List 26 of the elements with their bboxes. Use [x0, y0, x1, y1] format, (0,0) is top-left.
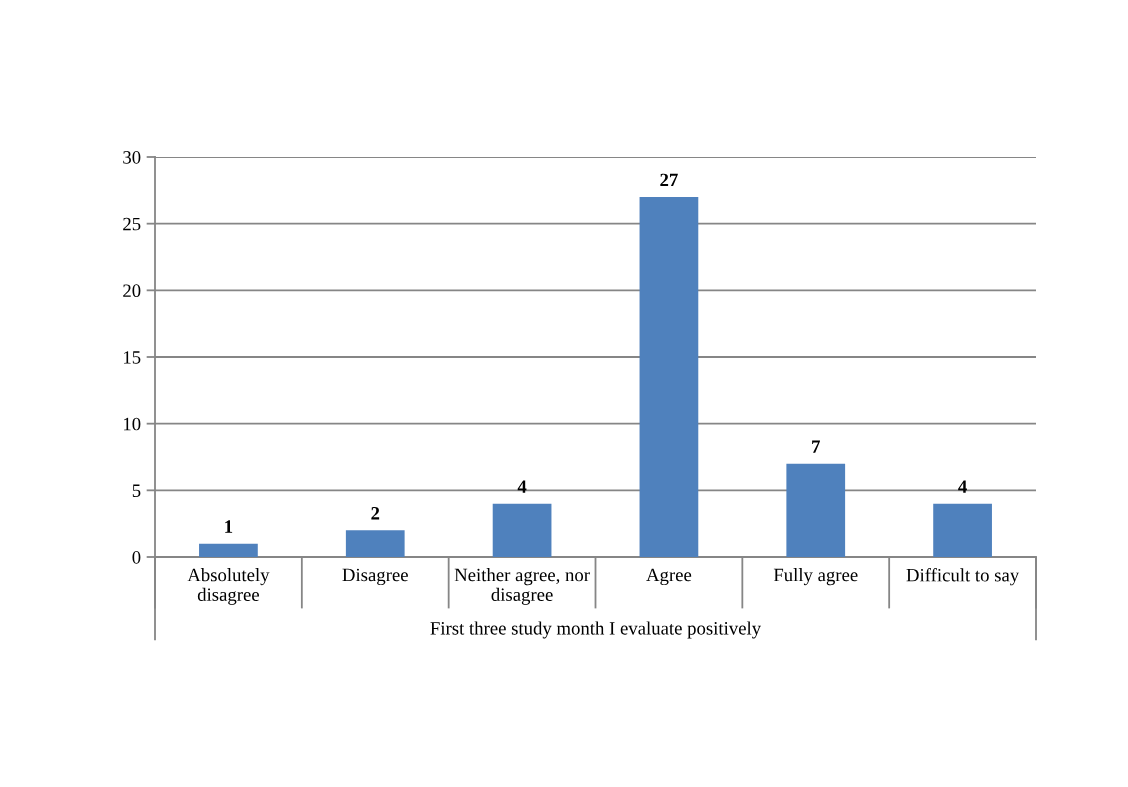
x-tick-label: Fully agree — [773, 568, 858, 586]
data-label: 4 — [517, 480, 527, 493]
x-tick-label: Absolutely disagree — [187, 568, 270, 605]
data-label: 4 — [958, 480, 967, 493]
bar — [786, 463, 846, 557]
data-label: 7 — [812, 440, 820, 453]
x-tick-label: Disagree — [342, 568, 408, 586]
data-label: 2 — [371, 506, 380, 520]
bar — [639, 197, 699, 557]
data-label: 27 — [660, 173, 678, 187]
x-tick-label: Agree — [646, 568, 692, 586]
y-tick-label: 10 — [124, 417, 141, 431]
y-tick-label: 15 — [124, 351, 141, 364]
data-label: 1 — [225, 520, 233, 533]
y-tick-label: 25 — [123, 217, 141, 231]
bar — [933, 503, 992, 557]
x-axis-title: First three study month I evaluate positively — [430, 621, 762, 639]
y-tick-label: 30 — [123, 151, 141, 164]
y-tick-label: 20 — [123, 284, 141, 298]
bar — [199, 543, 258, 557]
bar — [492, 503, 552, 557]
y-tick-label: 5 — [132, 484, 141, 498]
x-tick-label: Difficult to say — [906, 568, 1020, 586]
y-tick-label: 0 — [132, 551, 141, 564]
x-tick-label: Neither agree, nor disagree — [454, 568, 590, 605]
bar — [345, 530, 405, 557]
